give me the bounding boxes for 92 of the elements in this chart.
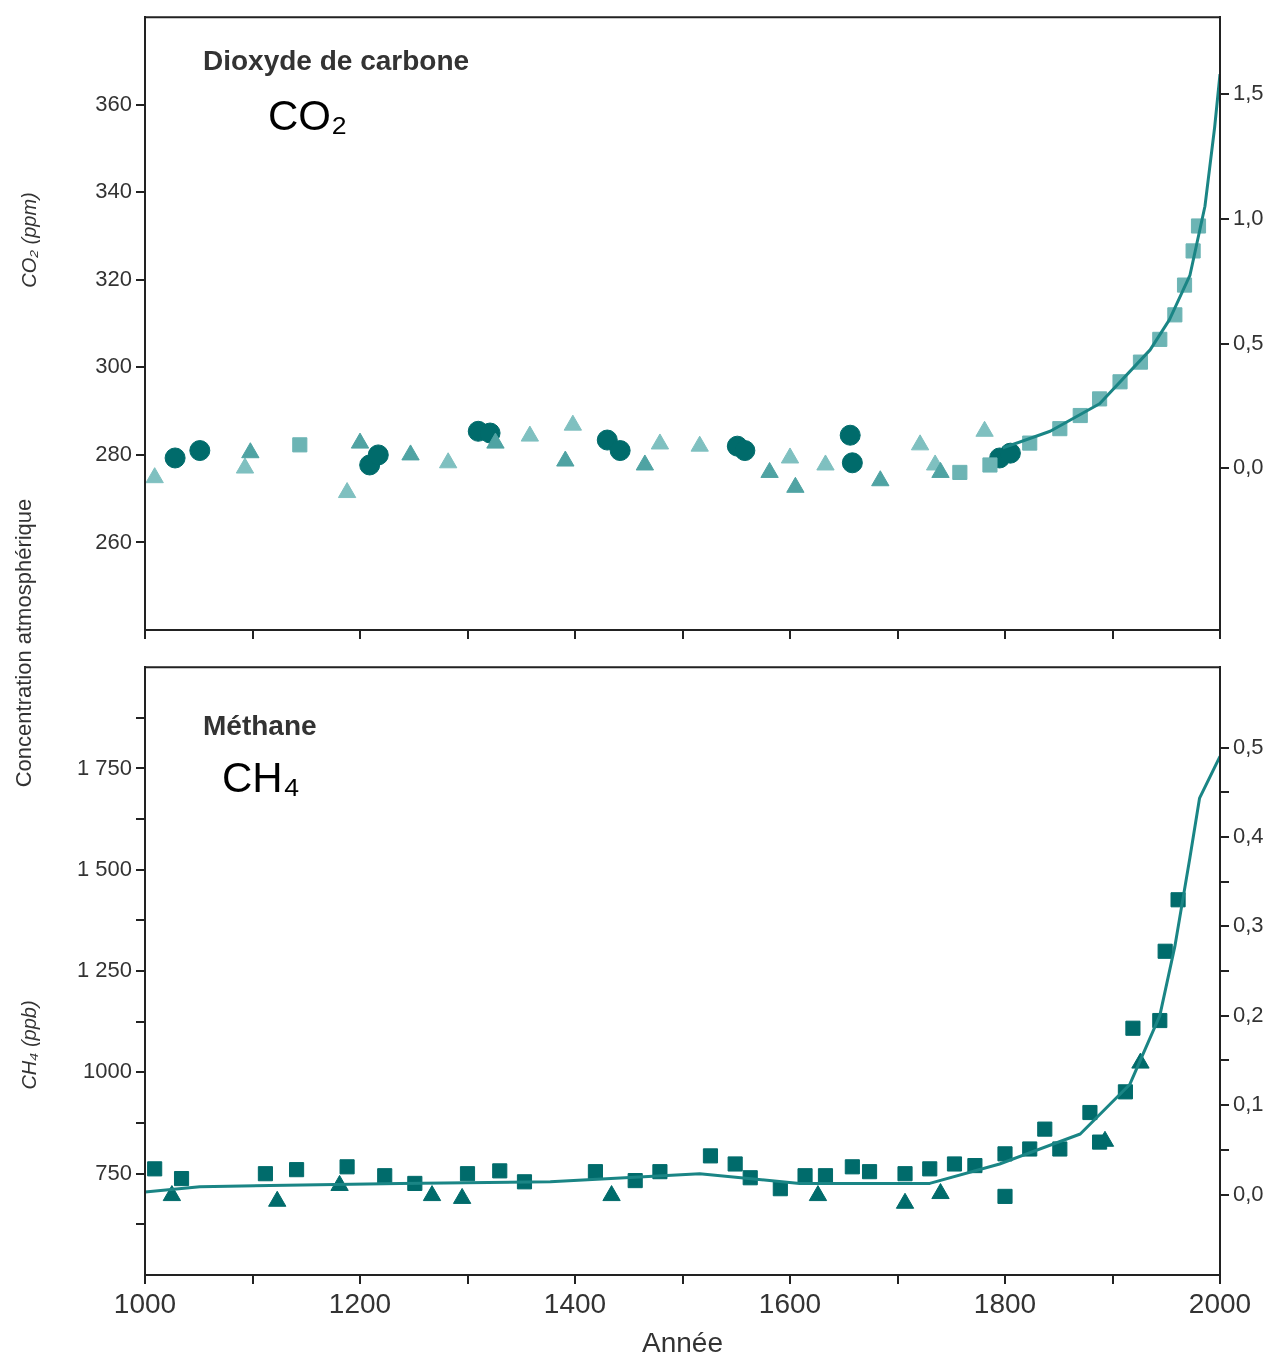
x-tick-label: 2000 — [1188, 1287, 1252, 1319]
point — [780, 447, 800, 464]
y2-tick-label: 0,1 — [1233, 1091, 1264, 1117]
y-tick-label: 1000 — [83, 1058, 132, 1084]
point — [147, 1161, 163, 1177]
annotation: Méthane — [203, 709, 317, 741]
point — [839, 424, 861, 446]
point — [145, 467, 164, 484]
point — [438, 452, 458, 469]
annotation: Dioxyde de carbone — [203, 44, 470, 76]
point — [596, 429, 618, 451]
point — [339, 1159, 355, 1175]
point — [292, 437, 308, 453]
point — [189, 440, 211, 462]
point — [401, 444, 420, 461]
point — [975, 420, 994, 437]
point — [844, 1159, 860, 1175]
point — [861, 1164, 878, 1180]
text: Concentration atmosphérique — [11, 498, 37, 788]
y-tick-label: 260 — [95, 528, 132, 554]
point — [1082, 1104, 1098, 1121]
point — [797, 1168, 813, 1184]
point — [241, 442, 260, 459]
point — [235, 457, 255, 474]
point — [997, 1188, 1013, 1204]
point — [1157, 943, 1173, 959]
point — [841, 452, 863, 474]
y-tick-label: 340 — [95, 178, 132, 204]
point — [1037, 1121, 1053, 1137]
point — [367, 444, 389, 466]
point — [350, 432, 370, 449]
point — [702, 1148, 719, 1164]
point — [486, 432, 505, 449]
point — [1052, 1141, 1068, 1157]
point — [760, 461, 779, 478]
point — [289, 1162, 305, 1178]
point — [257, 1166, 273, 1182]
y2-tick-label: 0,4 — [1233, 823, 1264, 849]
y-tick-label: 360 — [95, 90, 132, 116]
point — [690, 435, 709, 452]
point — [459, 1166, 476, 1182]
y2-tick-label: 0,5 — [1233, 733, 1264, 759]
y2-tick-label: 0,5 — [1233, 329, 1264, 355]
point — [816, 454, 835, 471]
y2-tick-label: 1,0 — [1233, 205, 1264, 231]
point — [910, 434, 930, 451]
x-axis-title: Année — [642, 1326, 723, 1358]
y2-tick-label: 0,0 — [1233, 1180, 1264, 1206]
point — [946, 1156, 963, 1172]
point — [556, 450, 575, 467]
point — [520, 425, 540, 442]
y-axis-title: CO₂ (ppm) — [17, 192, 40, 288]
point — [650, 433, 670, 450]
point — [563, 414, 583, 431]
y-tick-label: 1 500 — [76, 855, 132, 881]
point — [922, 1161, 938, 1177]
x-tick-label: 1400 — [543, 1287, 607, 1319]
y2-tick-label: 0,3 — [1233, 912, 1264, 938]
point — [337, 482, 357, 499]
y-tick-label: 1 250 — [76, 957, 132, 983]
y-tick-label: 1 750 — [76, 754, 132, 780]
y2-tick-label: 0,0 — [1233, 454, 1264, 480]
annotation: CH₄ — [222, 753, 300, 801]
point — [931, 461, 950, 478]
y-tick-label: 320 — [95, 265, 132, 291]
point — [377, 1168, 393, 1184]
y-axis-title: CH₄ (ppb) — [17, 1000, 40, 1090]
point — [492, 1163, 508, 1179]
point — [587, 1164, 603, 1180]
point — [164, 447, 186, 469]
x-tick-label: 1200 — [328, 1287, 392, 1319]
y2-tick-label: 0,2 — [1233, 1001, 1264, 1027]
point — [734, 440, 756, 462]
annotation: CO₂ — [268, 91, 348, 139]
point — [1125, 1020, 1141, 1036]
point — [871, 470, 890, 487]
y2-tick-label: 1,5 — [1233, 80, 1264, 106]
point — [997, 1146, 1013, 1162]
x-tick-label: 1600 — [758, 1287, 822, 1319]
y-tick-label: 300 — [95, 353, 132, 379]
point — [609, 440, 631, 462]
point — [786, 476, 805, 493]
point — [817, 1168, 834, 1184]
x-tick-label: 1800 — [973, 1287, 1037, 1319]
point — [173, 1170, 190, 1187]
y-tick-label: 280 — [95, 440, 132, 466]
point — [635, 454, 655, 471]
y-tick-label: 750 — [95, 1159, 132, 1185]
point — [982, 457, 998, 473]
point — [952, 464, 968, 480]
point — [727, 1156, 743, 1172]
point — [897, 1166, 913, 1182]
